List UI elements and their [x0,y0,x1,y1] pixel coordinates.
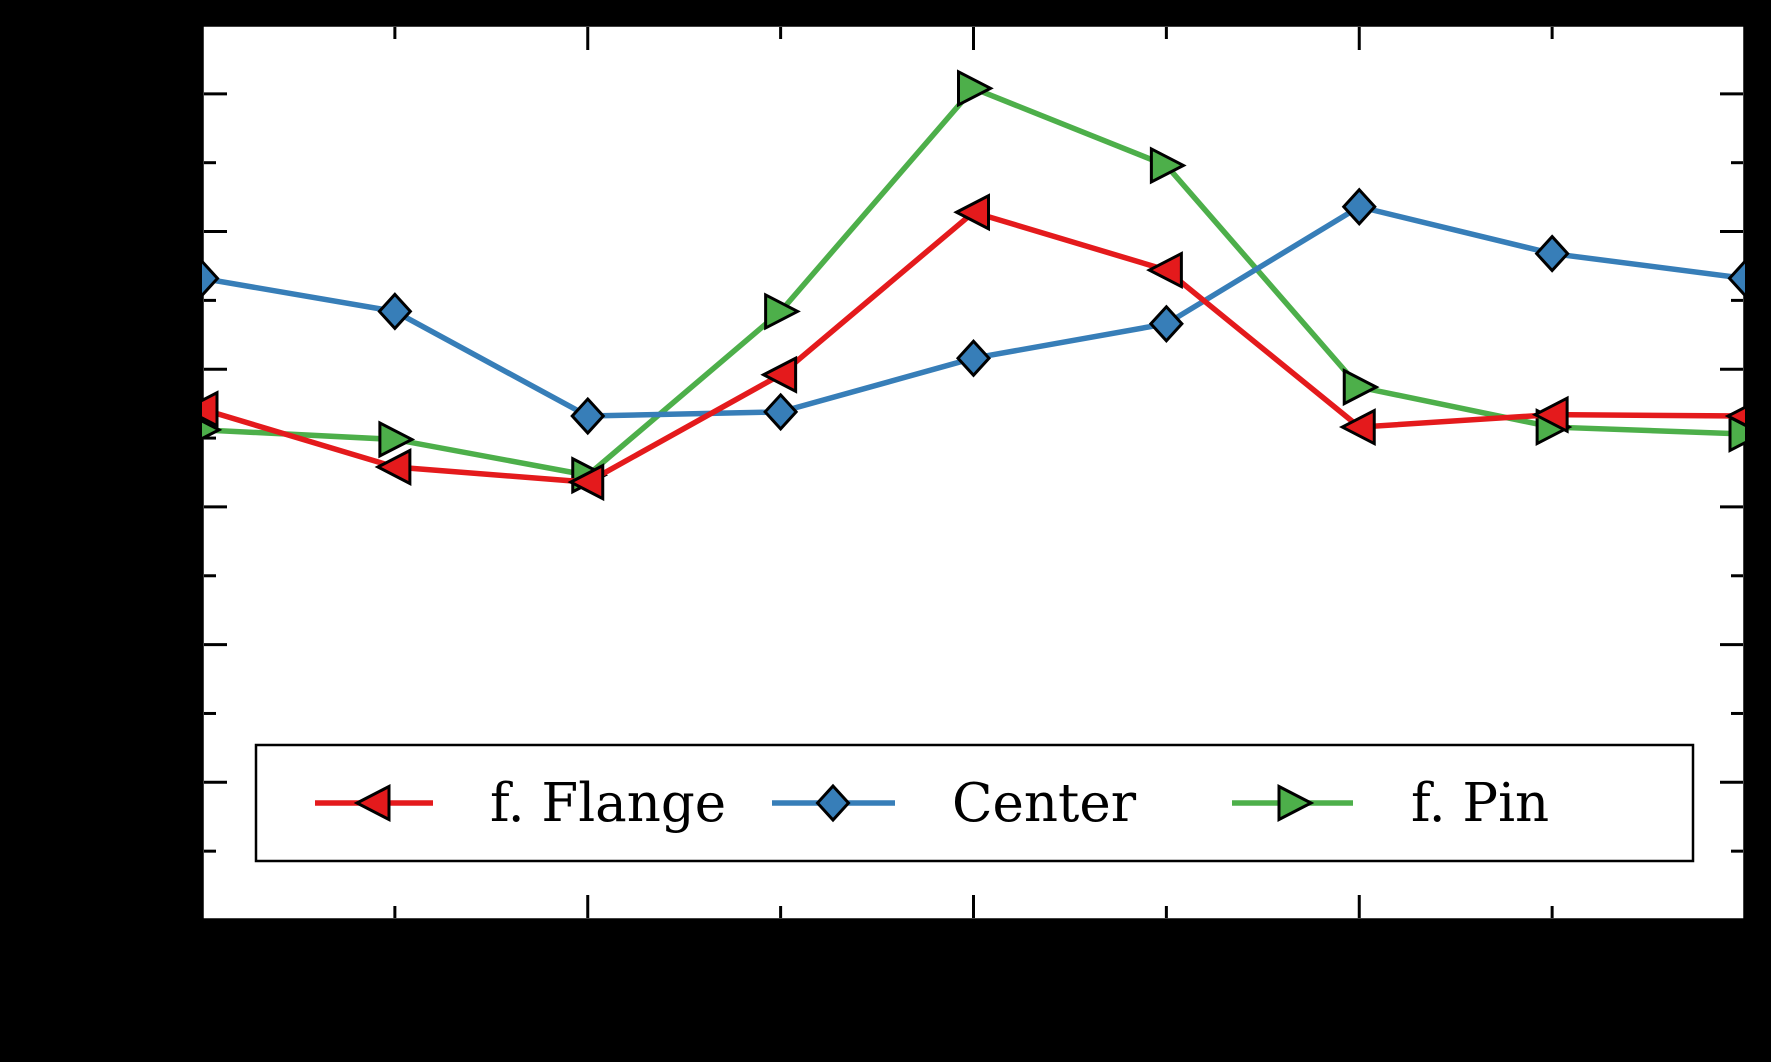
legend-entry-f-pin: f. Pin [1232,773,1549,834]
triangle-left-marker-f-flange [202,390,219,429]
triangle-left-marker-f-flange [1531,395,1569,434]
triangle-left-marker-f-flange [374,448,412,486]
legend-box [254,743,1695,863]
triangle-right-marker-f-pin [957,69,994,108]
legend-entry-f-flange: f. Flange [315,773,726,834]
diamond-marker-center [1727,259,1745,298]
triangle-right-marker-f-pin [1728,414,1745,453]
diamond-marker-center [763,392,799,432]
diamond-marker-center [377,292,413,331]
diamond-marker-center [1534,234,1570,273]
legend-entry-center: Center [772,773,1137,834]
legend-label-f-pin: f. Pin [1411,773,1549,834]
series-f-pin [202,69,1745,495]
diamond-marker-center [1148,304,1184,344]
diamond-marker-center [955,338,992,378]
triangle-right-marker-f-pin [1149,146,1187,185]
triangle-right-icon [1277,784,1315,822]
series-f-flange [202,193,1745,502]
triangle-left-marker-f-flange [760,355,798,394]
diamond-marker-center [570,396,606,436]
diamond-marker-center [202,259,220,298]
diamond-marker-center [1341,187,1377,226]
diamond-icon [815,783,851,823]
triangle-left-marker-f-flange [567,463,605,502]
legend-label-f-flange: f. Flange [490,773,726,834]
triangle-left-icon [353,784,391,822]
triangle-left-marker-f-flange [1146,251,1183,290]
triangle-left-marker-f-flange [953,193,990,232]
triangle-right-marker-f-pin [1342,368,1380,407]
triangle-left-marker-f-flange [1724,405,1745,427]
triangle-right-marker-f-pin [202,419,223,441]
triangle-left-marker-f-flange [1338,408,1376,447]
legend-label-center: Center [952,773,1137,834]
triangle-right-marker-f-pin [378,420,416,459]
triangle-right-marker-f-pin [764,292,801,331]
series-center [202,187,1745,436]
